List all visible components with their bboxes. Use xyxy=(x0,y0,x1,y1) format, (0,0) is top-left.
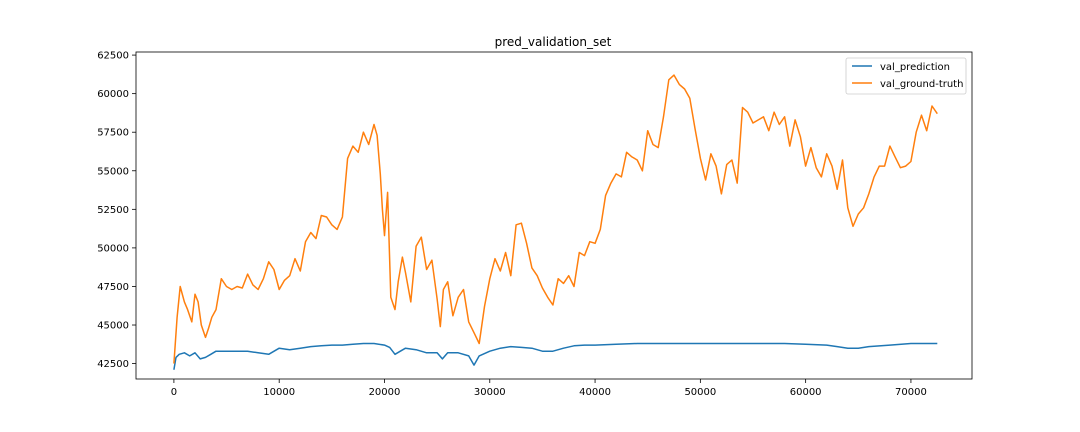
series-line-val-prediction xyxy=(173,342,938,370)
legend: val_prediction val_ground-truth xyxy=(845,57,967,95)
plot-background xyxy=(136,52,972,379)
y-tick-label: 50000 xyxy=(97,243,129,254)
legend-box xyxy=(845,57,967,95)
y-tick-label: 62500 xyxy=(97,51,129,62)
plot-frame xyxy=(135,51,973,380)
x-tick-label: 70000 xyxy=(895,387,927,398)
x-tick-label: 10000 xyxy=(263,387,295,398)
y-tick-label: 60000 xyxy=(97,89,129,100)
y-tick-label: 42500 xyxy=(97,359,129,370)
chart-title: pred_validation_set xyxy=(495,35,612,49)
x-tick-label: 20000 xyxy=(369,387,401,398)
plot-area: 0 10000 20000 30000 40000 50000 60000 70000 425… xyxy=(97,51,973,398)
x-tick-label: 0 xyxy=(171,387,177,398)
y-tick-label: 52500 xyxy=(97,205,129,216)
y-axis: 42500 45000 47500 50000 52500 55000 57500 60000… xyxy=(97,51,136,370)
series-line-val-ground-truth xyxy=(173,74,938,364)
x-tick-label: 40000 xyxy=(579,387,611,398)
legend-label-val-ground-truth: val_ground-truth xyxy=(880,79,963,90)
y-tick-label: 45000 xyxy=(97,321,129,332)
x-tick-label: 60000 xyxy=(790,387,822,398)
y-tick-label: 55000 xyxy=(97,166,129,177)
y-tick-label: 47500 xyxy=(97,282,129,293)
legend-label-val-prediction: val_prediction xyxy=(880,62,950,73)
y-tick-label: 57500 xyxy=(97,128,129,139)
series-layer xyxy=(173,74,938,370)
x-tick-label: 50000 xyxy=(684,387,716,398)
x-axis: 0 10000 20000 30000 40000 50000 60000 70000 xyxy=(171,379,927,398)
x-tick-label: 30000 xyxy=(474,387,506,398)
